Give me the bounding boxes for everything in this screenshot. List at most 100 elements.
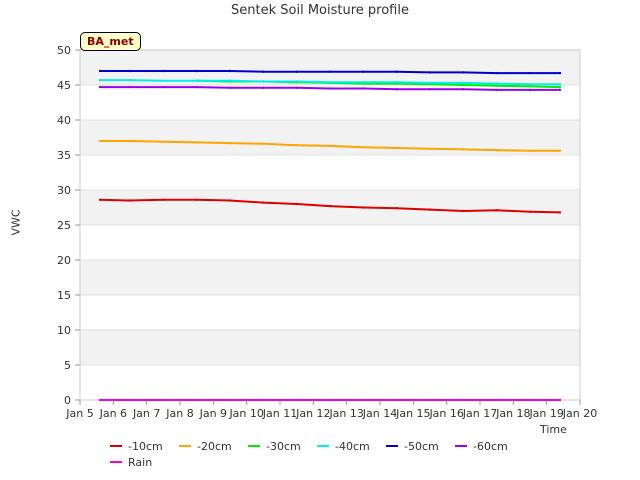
grid-band xyxy=(80,190,580,225)
x-tick-label: Jan 6 xyxy=(99,407,127,420)
legend-swatch xyxy=(179,445,191,447)
x-tick-label: Jan 19 xyxy=(528,407,563,420)
data-point xyxy=(98,198,102,201)
data-point xyxy=(262,201,265,204)
data-point xyxy=(395,70,398,73)
data-point xyxy=(362,70,365,73)
data-point xyxy=(428,398,432,402)
data-point xyxy=(228,79,232,83)
data-point xyxy=(262,80,265,83)
legend: -10cm -20cm -30cm -40cm -50cm -60cm Rain xyxy=(110,438,540,470)
data-point xyxy=(328,70,332,73)
data-point xyxy=(528,210,532,213)
data-point xyxy=(262,70,265,73)
y-tick-label: 15 xyxy=(57,289,71,302)
y-tick-label: 20 xyxy=(57,254,71,267)
legend-item: -20cm xyxy=(179,438,248,454)
x-axis-label: Time xyxy=(540,423,567,436)
data-point xyxy=(395,88,398,91)
site-badge: BA_met xyxy=(80,32,141,51)
x-tick-label: Jan 17 xyxy=(462,407,497,420)
data-point xyxy=(228,199,232,202)
legend-item: -10cm xyxy=(110,438,179,454)
data-point xyxy=(295,202,298,206)
data-point xyxy=(395,81,398,84)
data-point xyxy=(195,141,198,144)
grid-band xyxy=(80,155,580,190)
grid-band xyxy=(80,330,580,365)
data-point xyxy=(362,398,365,402)
x-tick-label: Jan 14 xyxy=(362,407,397,420)
data-point xyxy=(528,149,532,152)
x-tick-label: Jan 13 xyxy=(328,407,363,420)
y-tick-label: 5 xyxy=(64,359,71,372)
data-point xyxy=(528,85,532,88)
x-tick-label: Jan 10 xyxy=(228,407,263,420)
data-point xyxy=(528,71,532,75)
y-tick-label: 10 xyxy=(57,324,71,337)
data-point xyxy=(462,148,465,151)
legend-item: -40cm xyxy=(317,438,386,454)
data-point xyxy=(558,211,562,214)
data-point xyxy=(428,147,432,150)
y-tick-label: 35 xyxy=(57,149,71,162)
x-tick-label: Jan 11 xyxy=(262,407,297,420)
data-point xyxy=(295,80,298,83)
data-point xyxy=(462,88,465,91)
grid-band xyxy=(80,365,580,400)
data-point xyxy=(328,204,332,208)
data-point xyxy=(462,81,465,85)
legend-swatch xyxy=(110,445,122,447)
data-point xyxy=(328,144,332,148)
data-point xyxy=(558,149,562,152)
data-point xyxy=(462,209,465,213)
legend-swatch xyxy=(110,461,122,463)
data-point xyxy=(428,71,432,74)
legend-swatch xyxy=(386,445,398,447)
data-point xyxy=(495,84,498,87)
data-point xyxy=(162,398,165,402)
grid-band xyxy=(80,295,580,330)
data-point xyxy=(295,144,298,147)
data-point xyxy=(328,87,332,90)
data-point xyxy=(228,86,232,90)
data-point xyxy=(195,69,198,73)
legend-label: -20cm xyxy=(197,439,232,453)
legend-swatch xyxy=(248,445,260,447)
data-point xyxy=(395,398,398,402)
x-tick-label: Jan 12 xyxy=(295,407,330,420)
data-point xyxy=(495,398,498,402)
grid-band xyxy=(80,225,580,260)
legend-swatch xyxy=(317,445,329,447)
chart-title: Sentek Soil Moisture profile xyxy=(231,3,409,18)
data-point xyxy=(195,198,198,201)
data-point xyxy=(395,207,398,210)
data-point xyxy=(295,70,298,73)
y-tick-label: 0 xyxy=(64,394,71,407)
y-tick-label: 30 xyxy=(57,184,71,197)
legend-label: -30cm xyxy=(266,439,301,453)
data-point xyxy=(528,83,532,86)
data-point xyxy=(558,83,562,86)
x-tick-label: Jan 9 xyxy=(199,407,227,420)
data-point xyxy=(362,87,365,90)
data-point xyxy=(462,71,465,74)
data-point xyxy=(495,148,498,152)
legend-label: -60cm xyxy=(473,439,508,453)
data-point xyxy=(228,398,232,402)
legend-item: -50cm xyxy=(386,438,455,454)
data-point xyxy=(495,82,498,85)
legend-item: Rain xyxy=(110,454,179,470)
data-point xyxy=(162,140,165,143)
data-point xyxy=(162,198,165,201)
data-point xyxy=(98,398,102,402)
data-point xyxy=(362,81,365,84)
x-tick-label: Jan 15 xyxy=(395,407,430,420)
data-point xyxy=(528,398,532,402)
x-tick-label: Jan 18 xyxy=(495,407,530,420)
data-point xyxy=(128,69,132,73)
data-point xyxy=(495,88,498,92)
data-point xyxy=(195,85,198,89)
x-tick-label: Jan 20 xyxy=(562,407,597,420)
